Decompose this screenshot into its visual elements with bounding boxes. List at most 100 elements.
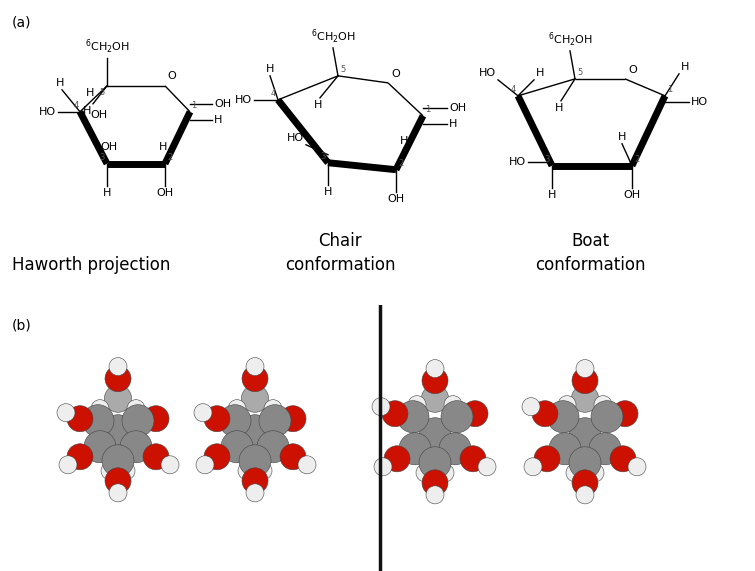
Text: H: H bbox=[159, 142, 167, 152]
Ellipse shape bbox=[419, 418, 451, 450]
Text: $^6$CH$_2$OH: $^6$CH$_2$OH bbox=[547, 30, 593, 49]
Ellipse shape bbox=[572, 385, 599, 412]
Ellipse shape bbox=[397, 401, 429, 433]
Ellipse shape bbox=[109, 357, 127, 376]
Text: OH: OH bbox=[449, 103, 466, 113]
Ellipse shape bbox=[566, 464, 584, 482]
Ellipse shape bbox=[569, 447, 601, 479]
Ellipse shape bbox=[522, 397, 540, 416]
Text: 1: 1 bbox=[191, 101, 196, 110]
Ellipse shape bbox=[264, 400, 282, 418]
Text: Chair
conformation: Chair conformation bbox=[285, 232, 396, 274]
Ellipse shape bbox=[444, 396, 462, 414]
Ellipse shape bbox=[426, 360, 444, 377]
Ellipse shape bbox=[122, 405, 154, 437]
Text: 3: 3 bbox=[321, 152, 326, 160]
Ellipse shape bbox=[204, 444, 230, 470]
Text: H: H bbox=[214, 115, 223, 125]
Text: O: O bbox=[167, 71, 176, 81]
Text: H: H bbox=[555, 103, 563, 113]
Ellipse shape bbox=[524, 458, 542, 476]
Ellipse shape bbox=[408, 396, 426, 414]
Text: O: O bbox=[628, 65, 636, 75]
Ellipse shape bbox=[254, 462, 272, 480]
Text: 4: 4 bbox=[510, 85, 516, 94]
Ellipse shape bbox=[280, 444, 306, 470]
Ellipse shape bbox=[104, 385, 131, 412]
Ellipse shape bbox=[534, 446, 560, 472]
Ellipse shape bbox=[57, 404, 75, 422]
Text: H: H bbox=[536, 68, 544, 78]
Text: 5: 5 bbox=[577, 68, 582, 77]
Ellipse shape bbox=[120, 431, 152, 463]
Ellipse shape bbox=[242, 468, 268, 494]
Ellipse shape bbox=[105, 365, 131, 392]
Text: 1: 1 bbox=[667, 85, 672, 94]
Ellipse shape bbox=[91, 400, 109, 418]
Ellipse shape bbox=[558, 396, 576, 414]
Text: H: H bbox=[266, 64, 274, 74]
Text: H: H bbox=[548, 190, 556, 200]
Text: 3: 3 bbox=[544, 155, 550, 164]
Text: H: H bbox=[681, 62, 689, 72]
Text: OH: OH bbox=[90, 110, 107, 120]
Text: OH: OH bbox=[156, 188, 174, 198]
Ellipse shape bbox=[532, 401, 558, 427]
Text: 2: 2 bbox=[167, 152, 172, 162]
Ellipse shape bbox=[242, 365, 268, 392]
Text: $^6$CH$_2$OH: $^6$CH$_2$OH bbox=[310, 27, 356, 46]
Ellipse shape bbox=[628, 458, 646, 476]
Ellipse shape bbox=[259, 405, 291, 437]
Ellipse shape bbox=[426, 486, 444, 504]
Ellipse shape bbox=[416, 464, 434, 482]
Text: OH: OH bbox=[100, 142, 118, 152]
Ellipse shape bbox=[460, 446, 486, 472]
Text: OH: OH bbox=[387, 194, 405, 204]
Text: 4: 4 bbox=[74, 101, 79, 110]
Text: 3: 3 bbox=[100, 152, 105, 162]
Ellipse shape bbox=[67, 405, 93, 432]
Ellipse shape bbox=[441, 401, 473, 433]
Ellipse shape bbox=[594, 396, 612, 414]
Ellipse shape bbox=[109, 484, 127, 502]
Ellipse shape bbox=[101, 462, 119, 480]
Ellipse shape bbox=[399, 433, 431, 465]
Ellipse shape bbox=[372, 397, 390, 416]
Ellipse shape bbox=[419, 447, 451, 479]
Ellipse shape bbox=[569, 418, 601, 450]
Text: 2: 2 bbox=[634, 155, 639, 164]
Text: H: H bbox=[56, 78, 64, 88]
Text: HO: HO bbox=[287, 133, 304, 143]
Ellipse shape bbox=[127, 400, 145, 418]
Ellipse shape bbox=[196, 456, 214, 474]
Ellipse shape bbox=[246, 357, 264, 376]
Text: Boat
conformation: Boat conformation bbox=[535, 232, 646, 274]
Ellipse shape bbox=[612, 401, 638, 427]
Text: H: H bbox=[86, 88, 94, 98]
Text: H: H bbox=[314, 100, 322, 110]
Ellipse shape bbox=[242, 385, 269, 412]
Ellipse shape bbox=[102, 415, 134, 447]
Ellipse shape bbox=[436, 464, 454, 482]
Ellipse shape bbox=[589, 433, 621, 465]
Ellipse shape bbox=[610, 446, 636, 472]
Ellipse shape bbox=[421, 385, 448, 412]
Ellipse shape bbox=[143, 405, 169, 432]
Text: H: H bbox=[103, 188, 111, 198]
Ellipse shape bbox=[246, 484, 264, 502]
Ellipse shape bbox=[257, 431, 289, 463]
Ellipse shape bbox=[238, 462, 256, 480]
Text: HO: HO bbox=[691, 97, 708, 107]
Ellipse shape bbox=[549, 433, 581, 465]
Text: HO: HO bbox=[479, 68, 496, 78]
Ellipse shape bbox=[59, 456, 77, 474]
Ellipse shape bbox=[439, 433, 471, 465]
Ellipse shape bbox=[84, 431, 116, 463]
Text: HO: HO bbox=[509, 156, 526, 167]
Ellipse shape bbox=[239, 415, 271, 447]
Ellipse shape bbox=[280, 405, 306, 432]
Ellipse shape bbox=[382, 401, 408, 427]
Text: (b): (b) bbox=[12, 319, 32, 332]
Ellipse shape bbox=[572, 368, 598, 393]
Text: H: H bbox=[400, 136, 408, 146]
